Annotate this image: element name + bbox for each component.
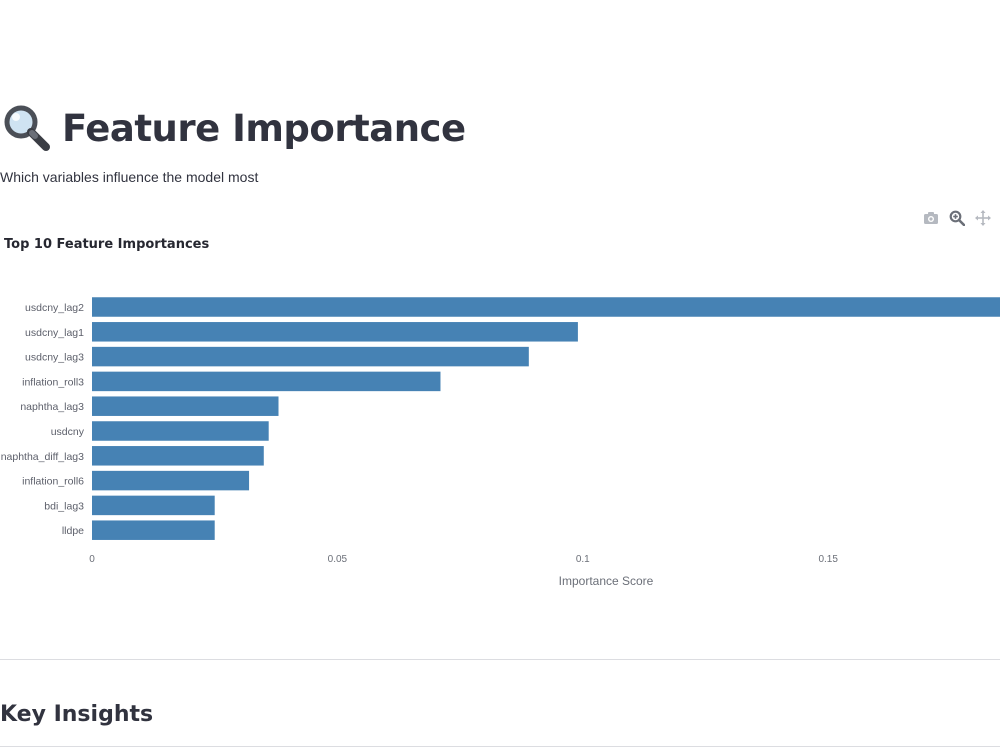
x-tick-label: 0.05 bbox=[328, 554, 348, 565]
bar bbox=[92, 421, 269, 441]
bar bbox=[92, 520, 215, 540]
bar bbox=[92, 297, 1000, 317]
bar bbox=[92, 446, 264, 466]
zoom-icon[interactable] bbox=[948, 209, 966, 227]
chart-title: Top 10 Feature Importances bbox=[4, 237, 210, 252]
section-divider-bottom bbox=[0, 746, 1000, 747]
x-axis-title: Importance Score bbox=[559, 574, 654, 588]
x-tick-label: 0.15 bbox=[818, 554, 838, 565]
y-tick-label: naphtha_diff_lag3 bbox=[1, 451, 84, 463]
title-row: Feature Importance bbox=[2, 100, 466, 156]
camera-icon[interactable] bbox=[922, 209, 940, 227]
y-tick-label: naphtha_lag3 bbox=[20, 401, 84, 413]
y-tick-label: bdi_lag3 bbox=[44, 500, 84, 512]
bar bbox=[92, 495, 215, 516]
y-tick-label: inflation_roll6 bbox=[22, 476, 84, 488]
y-tick-label: usdcny_lag2 bbox=[25, 302, 84, 314]
y-tick-label: usdcny_lag3 bbox=[25, 352, 84, 364]
y-tick-label: usdcny_lag1 bbox=[25, 327, 84, 339]
bar bbox=[92, 470, 250, 491]
chart-toolbar bbox=[922, 209, 992, 227]
y-tick-label: usdcny bbox=[51, 426, 85, 438]
bar bbox=[92, 371, 441, 392]
bar bbox=[92, 346, 529, 367]
magnifying-glass-icon bbox=[4, 105, 50, 151]
page-subtitle: Which variables influence the model most bbox=[0, 169, 259, 185]
bar bbox=[92, 396, 279, 416]
page-title: Feature Importance bbox=[62, 106, 466, 150]
pan-icon[interactable] bbox=[974, 209, 992, 227]
section-heading: Key Insights bbox=[0, 702, 154, 727]
x-tick-label: 0.1 bbox=[576, 554, 590, 565]
bar bbox=[92, 322, 578, 342]
x-tick-label: 0 bbox=[89, 554, 95, 565]
y-tick-label: inflation_roll3 bbox=[22, 376, 84, 388]
y-tick-label: lldpe bbox=[62, 525, 84, 537]
section-divider bbox=[0, 659, 1000, 660]
